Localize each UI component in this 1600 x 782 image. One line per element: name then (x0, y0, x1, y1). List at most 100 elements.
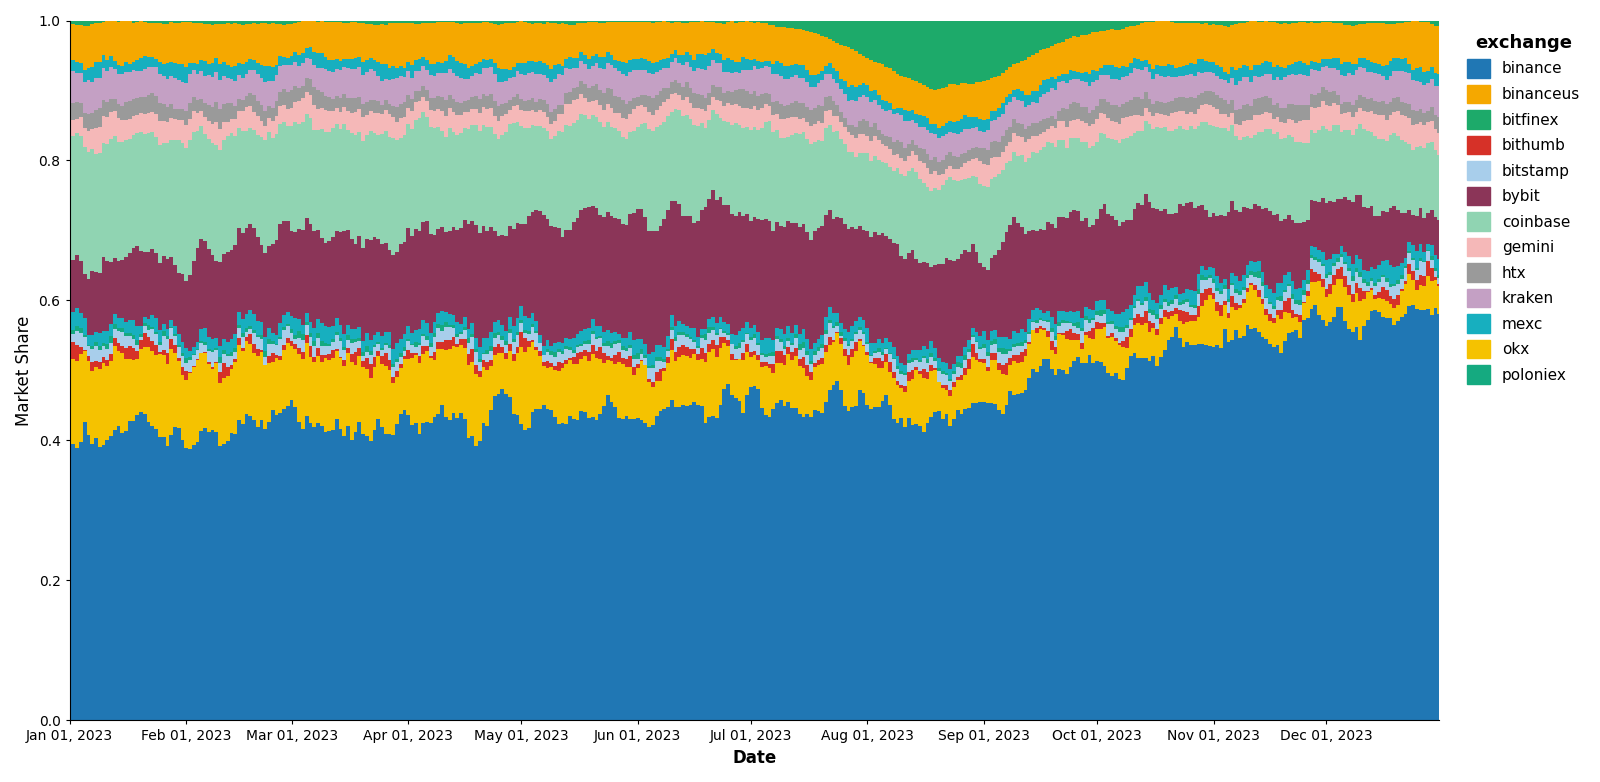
Bar (237, 345, 242, 421)
Bar (1381, 77, 1384, 101)
Bar (952, 386, 955, 419)
Bar (114, 61, 117, 70)
Bar (451, 315, 456, 325)
Bar (147, 252, 150, 318)
Bar (259, 23, 264, 65)
Bar (1333, 202, 1336, 254)
Bar (557, 74, 560, 105)
Bar (154, 334, 158, 345)
Bar (606, 330, 610, 342)
Bar (760, 23, 763, 63)
Bar (598, 325, 602, 335)
Bar (245, 24, 248, 63)
Bar (907, 361, 910, 364)
Bar (774, 339, 779, 350)
Bar (490, 346, 493, 351)
Bar (67, 353, 72, 361)
Bar (869, 161, 874, 237)
Bar (1275, 214, 1280, 283)
Bar (72, 330, 75, 334)
Bar (568, 20, 571, 25)
Bar (101, 20, 106, 22)
Bar (1283, 67, 1286, 77)
Bar (1355, 100, 1358, 112)
Bar (317, 90, 320, 109)
Bar (1272, 23, 1275, 66)
Bar (565, 104, 568, 125)
Bar (618, 343, 621, 352)
Bar (974, 353, 978, 360)
Bar (304, 335, 309, 343)
Bar (560, 343, 565, 351)
Bar (1147, 293, 1152, 309)
Bar (1125, 66, 1130, 76)
Bar (323, 355, 328, 358)
Bar (101, 346, 106, 357)
Bar (666, 210, 670, 336)
Bar (440, 22, 445, 63)
Bar (1005, 354, 1008, 363)
Bar (94, 343, 98, 346)
Bar (914, 145, 918, 155)
Bar (835, 131, 838, 217)
Bar (229, 433, 234, 720)
Bar (774, 363, 779, 404)
Bar (824, 352, 827, 402)
Bar (1269, 211, 1272, 289)
Bar (301, 325, 304, 334)
Bar (1384, 104, 1389, 120)
Bar (1038, 149, 1042, 228)
Bar (418, 346, 421, 356)
Bar (264, 336, 267, 351)
Bar (1245, 274, 1250, 278)
Bar (1269, 304, 1272, 314)
Bar (293, 23, 298, 52)
Bar (914, 81, 918, 113)
Bar (1118, 80, 1122, 107)
Bar (72, 60, 75, 71)
Bar (101, 364, 106, 445)
Bar (632, 98, 635, 109)
Bar (242, 348, 245, 351)
Bar (304, 58, 309, 78)
Bar (478, 20, 482, 23)
Bar (576, 345, 579, 347)
Bar (1253, 115, 1258, 135)
Bar (270, 108, 275, 120)
Bar (1397, 23, 1400, 59)
Bar (282, 314, 286, 327)
Bar (242, 425, 245, 720)
Bar (1430, 282, 1434, 315)
Bar (1370, 72, 1373, 99)
Bar (874, 156, 877, 231)
Bar (387, 370, 392, 434)
Bar (760, 353, 763, 355)
Bar (779, 342, 782, 351)
Bar (485, 59, 490, 68)
Bar (1178, 302, 1181, 305)
Bar (854, 20, 858, 51)
Bar (730, 91, 734, 105)
Bar (312, 357, 317, 362)
Bar (1219, 99, 1222, 114)
Bar (974, 158, 978, 178)
Bar (485, 354, 490, 362)
Bar (117, 142, 120, 261)
Bar (670, 315, 674, 327)
Bar (1035, 231, 1038, 308)
Bar (248, 329, 253, 334)
Bar (184, 23, 189, 66)
Bar (938, 20, 941, 89)
Bar (922, 369, 926, 378)
Bar (542, 100, 546, 113)
Bar (395, 371, 398, 377)
Bar (835, 71, 838, 82)
Bar (546, 409, 549, 720)
Bar (880, 144, 885, 163)
Bar (304, 78, 309, 91)
Bar (643, 365, 648, 423)
Bar (1419, 82, 1422, 109)
Bar (432, 417, 437, 720)
Bar (1314, 133, 1317, 201)
Bar (1181, 346, 1186, 720)
